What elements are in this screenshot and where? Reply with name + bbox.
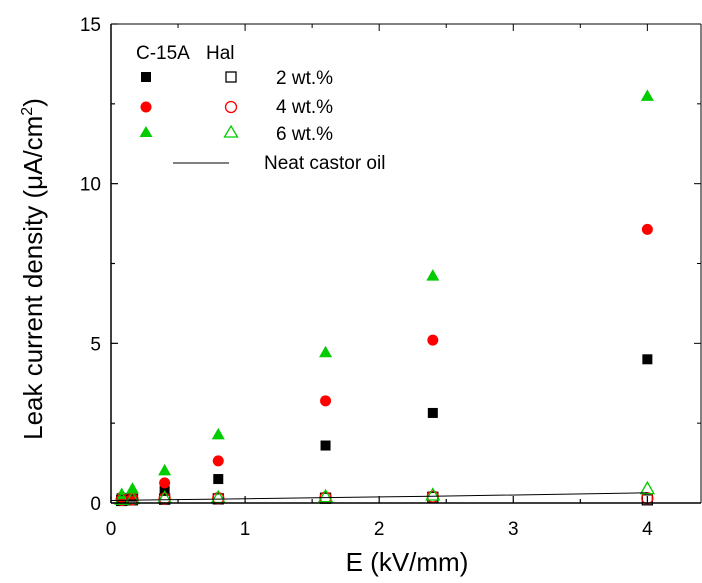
x-tick-label: 3: [508, 519, 519, 540]
legend-marker-hal-6wt: [223, 124, 239, 138]
x-tick-label: 0: [106, 519, 117, 540]
data-point-circle: [212, 455, 224, 467]
legend-label-neat-castor-oil: Neat castor oil: [264, 153, 385, 174]
data-point-circle: [158, 492, 171, 505]
y-tick-label: 5: [90, 334, 101, 355]
data-point-square: [427, 407, 438, 418]
series-neat-castor-oil: [110, 492, 648, 501]
data-point-circle: [641, 223, 653, 235]
legend-header-c15a: C-15A: [136, 43, 190, 64]
data-point-circle: [427, 334, 439, 346]
y-tick-label: 10: [80, 175, 101, 196]
legend-marker-c15a-6wt: [139, 126, 153, 137]
legend-marker-c15a-4wt: [140, 101, 152, 113]
legend-label-4wt: 4 wt.%: [276, 97, 333, 118]
series-c-15a-2-wt-: [116, 354, 653, 504]
series-hal-6-wt-: [114, 480, 655, 505]
legend-label-6wt: 6 wt.%: [276, 124, 333, 145]
series-line: [110, 492, 648, 501]
legend-label-2wt: 2 wt.%: [276, 68, 333, 89]
data-point-triangle: [426, 269, 440, 281]
data-point-square: [642, 354, 653, 365]
legend-marker-hal-4wt: [224, 100, 238, 114]
data-point-triangle: [639, 480, 655, 495]
data-series-layer: [110, 89, 655, 507]
x-tick-label: 4: [642, 519, 653, 540]
data-point-circle: [159, 477, 171, 489]
x-tick-label: 1: [240, 519, 251, 540]
y-axis-label: Leak current density (μA/cm2): [18, 98, 48, 440]
data-point-circle: [126, 493, 139, 506]
data-point-triangle: [317, 488, 334, 503]
legend-marker-hal-2wt: [225, 71, 237, 83]
y-tick-label: 0: [90, 494, 101, 515]
data-point-circle: [320, 395, 332, 407]
data-point-triangle: [425, 487, 441, 501]
data-point-triangle: [114, 491, 130, 505]
data-point-square: [213, 474, 224, 485]
series-c-15a-4-wt-: [116, 223, 653, 503]
legend: C-15A Hal 2 wt.% 4 wt.% 6 wt.% Neat cast…: [136, 43, 385, 174]
y-tick-label: 15: [80, 15, 101, 36]
data-point-triangle: [158, 463, 172, 476]
series-c-15a-6-wt-: [115, 89, 654, 500]
data-point-triangle: [640, 89, 654, 101]
axes: [110, 23, 702, 504]
data-point-triangle: [319, 345, 333, 358]
legend-marker-c15a-2wt: [141, 72, 151, 82]
data-point-triangle: [125, 482, 139, 494]
tick-labels: 0 1 2 3 4 0 5 10 15: [80, 15, 653, 540]
legend-header-hal: Hal: [206, 43, 235, 64]
x-axis-label: E (kV/mm): [346, 547, 469, 577]
data-point-square: [320, 440, 331, 451]
x-tick-label: 2: [374, 519, 385, 540]
data-point-triangle: [211, 427, 225, 440]
